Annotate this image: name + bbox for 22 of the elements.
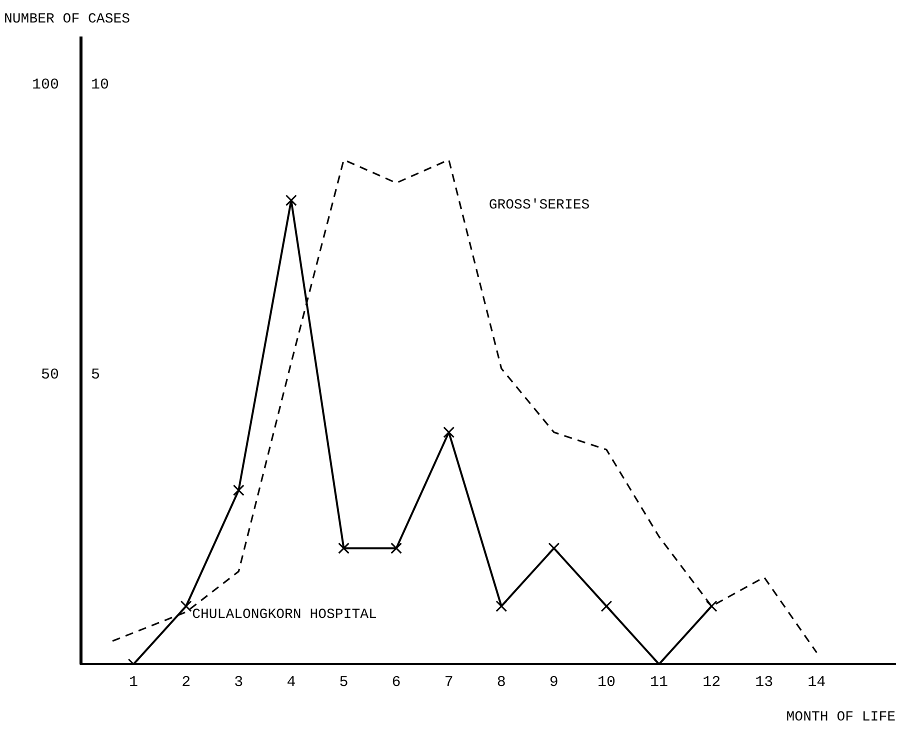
y2-tick-label: 10 [91, 76, 110, 94]
y2-tick-label: 5 [91, 366, 100, 384]
y-tick-label: 50 [40, 366, 60, 384]
y-tick-label: 100 [32, 76, 60, 94]
x-tick-label: 13 [755, 674, 774, 692]
y-axis-title: NUMBER OF CASES [4, 12, 130, 28]
series-label: CHULALONGKORN HOSPITAL [192, 606, 377, 623]
x-tick-label: 10 [597, 674, 616, 692]
x-tick-label: 8 [496, 674, 506, 692]
x-tick-label: 9 [549, 674, 558, 692]
x-tick-label: 12 [702, 674, 721, 692]
x-tick-label: 14 [808, 674, 826, 692]
x-tick-label: 2 [182, 674, 191, 692]
series-label: GROSS'SERIES [488, 197, 590, 214]
x-tick-label: 1 [129, 674, 138, 692]
x-tick-label: 5 [339, 674, 348, 692]
x-tick-label: 7 [444, 674, 454, 692]
x-tick-label: 11 [650, 674, 668, 692]
x-tick-label: 4 [286, 674, 296, 692]
x-tick-label: 3 [234, 674, 244, 692]
x-tick-label: 6 [392, 674, 401, 692]
x-axis-title: MONTH OF LIFE [786, 709, 896, 726]
